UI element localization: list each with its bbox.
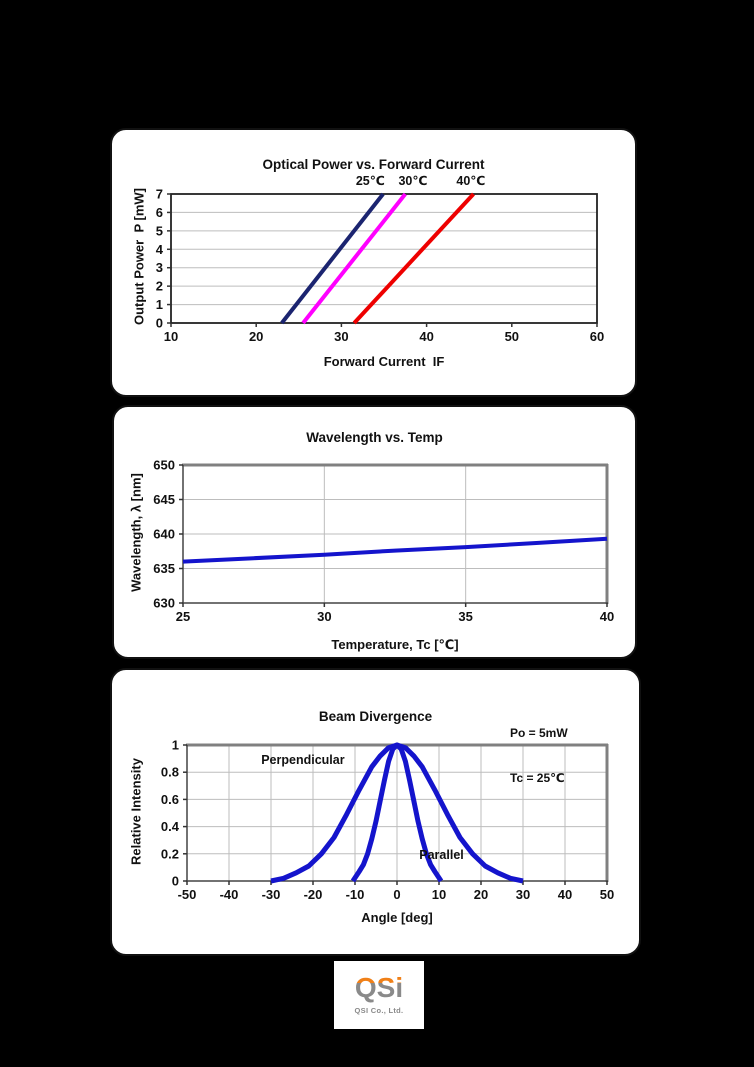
svg-text:25℃: 25℃ (356, 174, 385, 188)
condition-power: Po = 5mW (510, 726, 568, 740)
svg-text:10: 10 (432, 887, 446, 902)
chart-title-wavelength: Wavelength vs. Temp (306, 430, 443, 446)
svg-text:1: 1 (172, 738, 179, 753)
svg-text:650: 650 (153, 458, 175, 473)
svg-text:1: 1 (156, 297, 163, 312)
svg-text:Parallel: Parallel (419, 848, 463, 862)
svg-text:6: 6 (156, 205, 163, 220)
beam-divergence-chart-canvas: 0 0.2 0.4 0.6 0.8 1 -50 -40 -30 -20 -10 0 10 20 30 40 50… (161, 738, 614, 903)
svg-text:40: 40 (419, 329, 433, 344)
svg-text:7: 7 (156, 187, 163, 202)
svg-text:0.6: 0.6 (161, 792, 179, 807)
qsi-logo-company-text: QSI Co., Ltd. (354, 1006, 404, 1015)
svg-text:QSi: QSi (355, 972, 403, 1003)
svg-text:50: 50 (600, 887, 614, 902)
x-axis-label-forward-current: Forward Current IF (323, 354, 445, 369)
svg-text:20: 20 (474, 887, 488, 902)
svg-text:2: 2 (156, 279, 163, 294)
svg-text:3: 3 (156, 260, 163, 275)
svg-text:0.2: 0.2 (161, 846, 179, 861)
svg-text:35: 35 (458, 609, 472, 624)
svg-text:4: 4 (156, 242, 164, 257)
svg-text:40: 40 (558, 887, 572, 902)
y-axis-label-wavelength: Wavelength, λ [nm] (128, 473, 144, 592)
svg-text:5: 5 (156, 223, 163, 238)
panel-wavelength-chart: Wavelength vs. Temp 630 635 640 645 650 25 30 3… (112, 405, 637, 659)
svg-text:0: 0 (156, 316, 163, 331)
svg-text:-20: -20 (304, 887, 323, 902)
panel-optical-power-chart: Optical Power vs. Forward Current 0 1 2 3 4 5… (110, 128, 637, 397)
condition-temperature: Tc = 25℃ (510, 771, 565, 785)
svg-text:0: 0 (172, 874, 179, 889)
svg-text:20: 20 (249, 329, 263, 344)
x-axis-label-temperature: Temperature, Tc [℃] (331, 637, 459, 652)
svg-text:60: 60 (590, 329, 604, 344)
svg-text:25: 25 (176, 609, 190, 624)
chart-conditions: Po = 5mW Tc = 25℃ (510, 696, 568, 816)
svg-text:630: 630 (153, 596, 175, 611)
svg-text:-10: -10 (346, 887, 365, 902)
svg-text:10: 10 (164, 329, 178, 344)
svg-text:Perpendicular: Perpendicular (261, 753, 344, 767)
svg-text:QSi: QSi (355, 972, 403, 1003)
svg-text:-50: -50 (178, 887, 197, 902)
chart-title-beam-divergence: Beam Divergence (318, 709, 433, 725)
svg-text:645: 645 (153, 492, 175, 507)
svg-text:-40: -40 (220, 887, 239, 902)
svg-text:30℃: 30℃ (398, 174, 427, 188)
svg-text:-30: -30 (262, 887, 281, 902)
svg-text:50: 50 (505, 329, 519, 344)
svg-text:635: 635 (153, 561, 175, 576)
optical-power-chart-canvas: 0 1 2 3 4 5 6 7 10 20 30 40 50 60 25℃ 30℃ 40℃ (156, 174, 604, 344)
svg-text:640: 640 (153, 527, 175, 542)
y-axis-label-relative-intensity: Relative Intensity (128, 758, 144, 865)
qsi-logo: QSi QSi QSI Co., Ltd. (334, 961, 424, 1029)
chart-title-optical-power: Optical Power vs. Forward Current (262, 157, 485, 173)
svg-text:0.8: 0.8 (161, 765, 179, 780)
panel-beam-divergence-chart: Beam Divergence Po = 5mW Tc = 25℃ 0 0.2 0.… (110, 668, 641, 956)
y-axis-label-output-power: Output Power P [mW] (131, 188, 147, 325)
svg-text:0.4: 0.4 (161, 819, 180, 834)
qsi-logo-mark-icon: QSi QSi (355, 972, 403, 1003)
svg-text:30: 30 (516, 887, 530, 902)
wavelength-chart-canvas: 630 635 640 645 650 25 30 35 40 (153, 458, 614, 625)
svg-text:0: 0 (393, 887, 400, 902)
svg-text:40℃: 40℃ (456, 174, 485, 188)
svg-text:30: 30 (334, 329, 348, 344)
svg-text:30: 30 (317, 609, 331, 624)
x-axis-label-angle: Angle [deg] (361, 910, 433, 925)
svg-text:40: 40 (600, 609, 614, 624)
